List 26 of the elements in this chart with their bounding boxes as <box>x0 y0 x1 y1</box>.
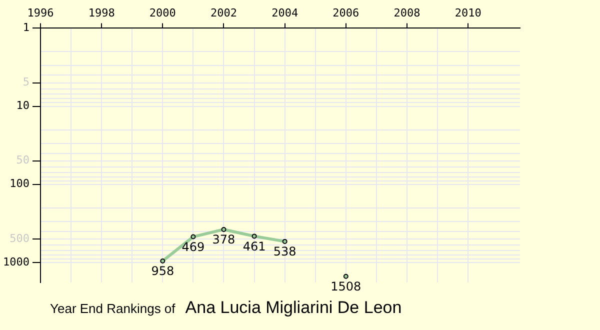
data-label: 1508 <box>330 280 362 294</box>
x-tick-label: 2008 <box>394 6 420 20</box>
y-tick-label: 10 <box>16 99 30 112</box>
data-label: 469 <box>182 240 205 254</box>
text: Ana Lucia Migliarini De Leon <box>185 298 402 317</box>
y-tick-label: 1 <box>22 21 30 34</box>
text: Year End Rankings of <box>50 301 176 316</box>
x-tick-label: 2010 <box>454 6 482 20</box>
point <box>221 226 226 232</box>
x-tick-label: 1998 <box>88 6 115 20</box>
x-tick-label: 2006 <box>332 6 360 20</box>
x-tick-label: 2002 <box>210 6 237 20</box>
point <box>282 238 288 244</box>
point <box>343 274 348 279</box>
x-tick-label: 2000 <box>149 6 176 20</box>
y-tick-label: 1000 <box>2 255 30 268</box>
data-label: 461 <box>242 239 266 254</box>
y-tick-label: 100 <box>10 177 30 190</box>
data-label: 958 <box>151 264 174 278</box>
data-label: 538 <box>273 244 296 259</box>
data-label: 378 <box>212 232 236 247</box>
x-tick-label: 1996 <box>27 6 54 20</box>
point <box>160 258 166 264</box>
point <box>252 234 257 239</box>
x-tick-label: 2004 <box>272 6 298 20</box>
point <box>190 234 196 240</box>
